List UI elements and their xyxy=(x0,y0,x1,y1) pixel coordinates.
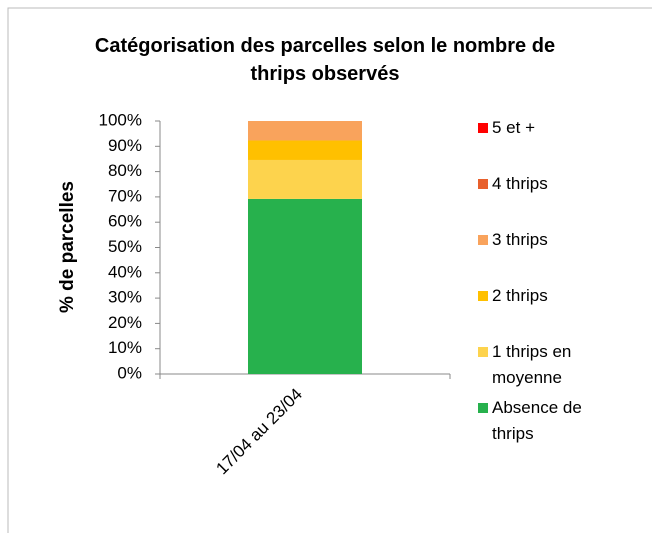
y-tick-label: 10% xyxy=(108,338,142,357)
legend-label: 2 thrips xyxy=(492,286,548,305)
y-tick-label: 30% xyxy=(108,288,142,307)
y-tick-label: 100% xyxy=(99,110,142,129)
legend-swatch xyxy=(478,291,488,301)
bar-segment xyxy=(248,198,362,374)
bar-segment xyxy=(248,159,362,199)
legend-label: Absence de thrips xyxy=(492,398,582,443)
legend-swatch xyxy=(478,123,488,133)
bar-segment xyxy=(248,121,362,141)
bar-segment xyxy=(248,140,362,160)
legend-swatch xyxy=(478,235,488,245)
legend-swatch xyxy=(478,179,488,189)
y-tick-label: 90% xyxy=(108,136,142,155)
legend-label: 5 et + xyxy=(492,118,536,137)
y-tick-label: 80% xyxy=(108,161,142,180)
y-axis-label: % de parcelles xyxy=(57,181,78,313)
y-tick-label: 20% xyxy=(108,313,142,332)
legend-swatch xyxy=(478,403,488,413)
y-tick-label: 60% xyxy=(108,212,142,231)
chart-title: Catégorisation des parcelles selon le no… xyxy=(94,35,556,85)
y-tick-label: 70% xyxy=(108,186,142,205)
y-tick-label: 0% xyxy=(117,363,142,382)
legend-label: 3 thrips xyxy=(492,230,548,249)
y-tick-label: 40% xyxy=(108,262,142,281)
y-tick-label: 50% xyxy=(108,237,142,256)
frame xyxy=(7,7,652,533)
legend-label: 1 thrips en moyenne xyxy=(492,342,572,387)
x-tick-label: 17/04 au 23/04 xyxy=(212,385,306,479)
legend-swatch xyxy=(478,347,488,357)
legend-label: 4 thrips xyxy=(492,174,548,193)
